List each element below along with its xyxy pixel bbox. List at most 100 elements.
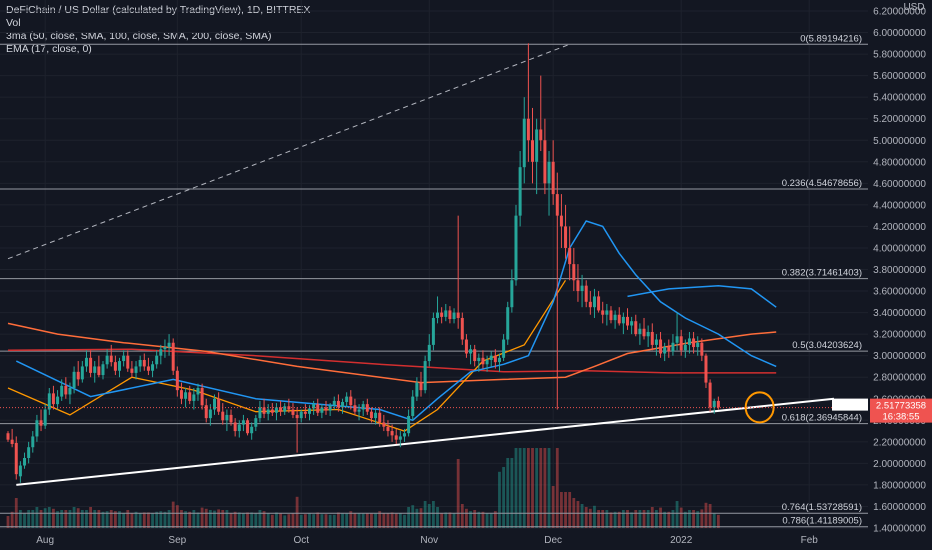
- volume-bar: [113, 511, 117, 528]
- y-tick-label: 4.20000000: [873, 222, 926, 233]
- candle-body: [237, 424, 241, 432]
- volume-bar: [535, 448, 539, 528]
- volume-bar: [320, 514, 324, 528]
- volume-bar: [659, 507, 662, 528]
- volume-bar: [696, 511, 700, 528]
- candle-body: [258, 407, 262, 419]
- volume-bar: [64, 510, 68, 528]
- x-tick-label: Oct: [293, 535, 309, 546]
- volume-bar: [295, 496, 299, 528]
- symbol-tag: [832, 398, 868, 411]
- volume-bar: [708, 504, 712, 528]
- candle-body: [204, 405, 208, 419]
- time-axis: Aug Sep Oct Nov Dec 2022 Feb: [36, 535, 818, 546]
- volume-bar: [617, 511, 621, 528]
- volume-bar: [584, 507, 588, 528]
- volume-bar: [349, 511, 353, 528]
- y-tick-label: 1.40000000: [873, 524, 926, 535]
- volume-bar: [324, 514, 328, 528]
- volume-bar: [225, 510, 229, 528]
- volume-bar: [167, 510, 171, 528]
- candle-body: [374, 412, 378, 419]
- candle-body: [502, 339, 506, 358]
- volume-bar: [555, 448, 559, 528]
- candle-body: [138, 359, 142, 367]
- y-tick-label: 5.00000000: [873, 136, 926, 147]
- volume-bar: [208, 510, 212, 528]
- volume-bar: [35, 507, 39, 528]
- volume-bar: [332, 514, 336, 528]
- candle-body: [80, 366, 84, 380]
- volume-bar: [576, 501, 580, 528]
- volume-bar: [522, 448, 526, 528]
- candle-body: [671, 342, 675, 352]
- volume-bar: [31, 510, 35, 528]
- volume-bar: [465, 508, 468, 528]
- volume-bar: [440, 513, 444, 528]
- volume-bar: [316, 512, 320, 528]
- volume-bar: [613, 511, 617, 528]
- volume-bar: [712, 513, 716, 528]
- price-tag: [870, 398, 932, 423]
- volume-bar: [477, 511, 481, 528]
- volume-bar: [328, 514, 332, 528]
- candle-body: [279, 407, 283, 412]
- candle-body: [580, 285, 584, 292]
- volume-bar: [118, 511, 121, 528]
- volume-bar: [291, 513, 295, 528]
- candle-body: [56, 396, 60, 405]
- volume-bar: [184, 511, 187, 528]
- volume-bar: [655, 510, 658, 528]
- candle-body: [609, 310, 613, 321]
- volume-bar: [93, 510, 97, 528]
- candle-body: [134, 366, 138, 373]
- volume-bar: [72, 507, 76, 528]
- fib-level-label: 0.382(3.71461403): [782, 268, 862, 279]
- candle-body: [27, 447, 31, 458]
- sma50-line: [15, 220, 777, 422]
- candle-body: [130, 368, 134, 373]
- candle-body: [485, 359, 489, 365]
- currency-label: USD: [903, 2, 924, 13]
- candle-body: [324, 407, 328, 411]
- volume-bar: [122, 513, 126, 528]
- volume-bar: [221, 510, 225, 528]
- candle-body: [456, 312, 460, 318]
- volume-bar: [52, 508, 55, 528]
- volume-bar: [650, 507, 654, 528]
- candle-body: [332, 400, 336, 406]
- candle-body: [617, 314, 621, 324]
- volume-bar: [411, 505, 415, 528]
- volume-bar: [382, 513, 386, 528]
- volume-bar: [564, 492, 567, 528]
- volume-bar: [6, 516, 10, 528]
- volume-bar: [498, 471, 501, 528]
- candle-body: [208, 409, 212, 419]
- y-tick-label: 4.80000000: [873, 157, 926, 168]
- candle-body: [266, 409, 270, 414]
- candle-body: [365, 404, 369, 412]
- candle-body: [427, 344, 431, 362]
- volume-bar: [270, 514, 274, 528]
- candle-body: [225, 414, 229, 421]
- candle-body: [6, 433, 10, 440]
- volume-bar: [526, 448, 530, 528]
- candle-body: [221, 411, 225, 421]
- candle-body: [320, 407, 324, 413]
- fib-level-label: 0.5(3.04203624): [792, 340, 862, 351]
- y-tick-label: 2.80000000: [873, 373, 926, 384]
- candle-body: [683, 344, 687, 351]
- x-tick-label: Dec: [544, 535, 562, 546]
- y-tick-label: 5.80000000: [873, 50, 926, 61]
- volume-bar: [229, 513, 233, 528]
- candle-body: [654, 339, 658, 345]
- grid: [0, 0, 868, 529]
- candle-body: [704, 355, 708, 383]
- candle-body: [572, 264, 576, 281]
- candle-body: [481, 357, 485, 365]
- candle-body: [89, 357, 93, 373]
- x-tick-label: Aug: [36, 535, 54, 546]
- volume-bar: [692, 510, 695, 528]
- candle-body: [171, 342, 175, 371]
